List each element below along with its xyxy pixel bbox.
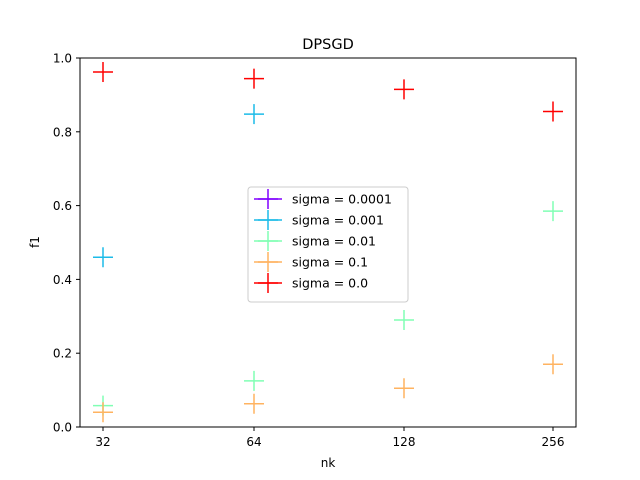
legend-item: sigma = 0.001 <box>254 210 384 230</box>
legend-frame <box>247 186 409 303</box>
plot-frame <box>79 57 577 428</box>
y-tick-label: 1.0 <box>53 52 72 66</box>
legend-label: sigma = 0.0 <box>292 276 368 291</box>
data-point <box>93 247 113 268</box>
y-tick-label: 0.0 <box>53 421 72 435</box>
data-point <box>394 378 414 399</box>
legend-label: sigma = 0.0001 <box>292 192 392 207</box>
data-point <box>93 62 113 83</box>
y-tick-label: 0.8 <box>53 125 72 139</box>
x-tick-label: 256 <box>542 435 565 449</box>
data-point <box>244 104 264 125</box>
x-axis-label: nk <box>321 456 336 470</box>
legend-item: sigma = 0.01 <box>254 231 376 251</box>
y-tick-label: 0.4 <box>53 273 72 287</box>
legend-marker <box>258 252 278 272</box>
data-point <box>244 68 264 89</box>
chart-title: DPSGD <box>302 37 354 53</box>
legend-marker <box>258 231 278 251</box>
legend-item: sigma = 0.0 <box>254 273 368 293</box>
data-point <box>244 370 264 391</box>
data-point <box>543 101 563 122</box>
x-tick-label: 64 <box>246 435 261 449</box>
legend-label: sigma = 0.01 <box>292 234 376 249</box>
legend-marker <box>258 273 278 293</box>
data-point <box>394 309 414 330</box>
data-point <box>394 79 414 100</box>
plot-marks <box>93 62 563 423</box>
data-point <box>543 354 563 375</box>
legend-item: sigma = 0.1 <box>254 252 368 272</box>
legend: sigma = 0.0001 sigma = 0.001 sigma = 0.01 s… <box>247 186 409 303</box>
data-point <box>543 201 563 222</box>
y-axis-label: f1 <box>28 236 42 248</box>
legend-label: sigma = 0.1 <box>292 255 368 270</box>
y-tick-label: 0.2 <box>53 347 72 361</box>
y-tick-label: 0.6 <box>53 199 72 213</box>
data-point <box>244 393 264 414</box>
data-point <box>93 402 113 423</box>
x-tick-label: 32 <box>95 435 110 449</box>
legend-marker <box>258 189 278 209</box>
y-axis: 0.0 0.2 0.4 0.6 0.8 1.0 <box>53 52 80 435</box>
legend-marker <box>258 210 278 230</box>
legend-label: sigma = 0.001 <box>292 213 384 228</box>
x-axis: 32 64 128 256 <box>95 427 564 449</box>
legend-item: sigma = 0.0001 <box>254 189 392 209</box>
x-tick-label: 128 <box>393 435 416 449</box>
